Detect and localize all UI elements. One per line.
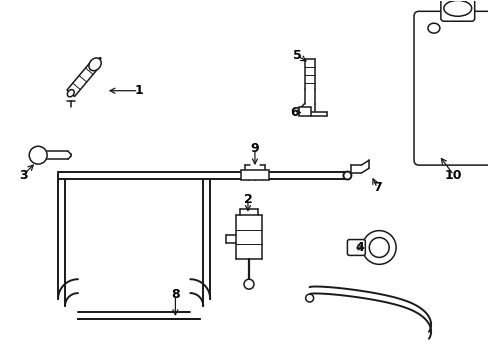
Ellipse shape bbox=[443, 0, 471, 16]
Text: 1: 1 bbox=[134, 84, 142, 97]
Text: 7: 7 bbox=[372, 181, 381, 194]
Text: 2: 2 bbox=[243, 193, 252, 206]
Text: 5: 5 bbox=[293, 49, 302, 63]
Circle shape bbox=[29, 146, 47, 164]
Ellipse shape bbox=[67, 90, 74, 97]
FancyBboxPatch shape bbox=[413, 11, 488, 165]
Text: 9: 9 bbox=[250, 142, 259, 155]
FancyBboxPatch shape bbox=[298, 107, 310, 117]
FancyBboxPatch shape bbox=[241, 170, 268, 180]
Ellipse shape bbox=[89, 58, 101, 71]
Ellipse shape bbox=[343, 172, 351, 180]
Text: 6: 6 bbox=[290, 106, 299, 119]
Circle shape bbox=[362, 231, 395, 264]
Circle shape bbox=[368, 238, 388, 257]
Text: 3: 3 bbox=[19, 168, 27, 181]
Ellipse shape bbox=[427, 23, 439, 33]
Text: 8: 8 bbox=[171, 288, 179, 301]
Ellipse shape bbox=[305, 294, 313, 302]
Text: 10: 10 bbox=[444, 168, 462, 181]
FancyBboxPatch shape bbox=[440, 0, 474, 21]
Circle shape bbox=[244, 279, 253, 289]
FancyBboxPatch shape bbox=[346, 239, 365, 255]
Text: 4: 4 bbox=[354, 241, 363, 254]
